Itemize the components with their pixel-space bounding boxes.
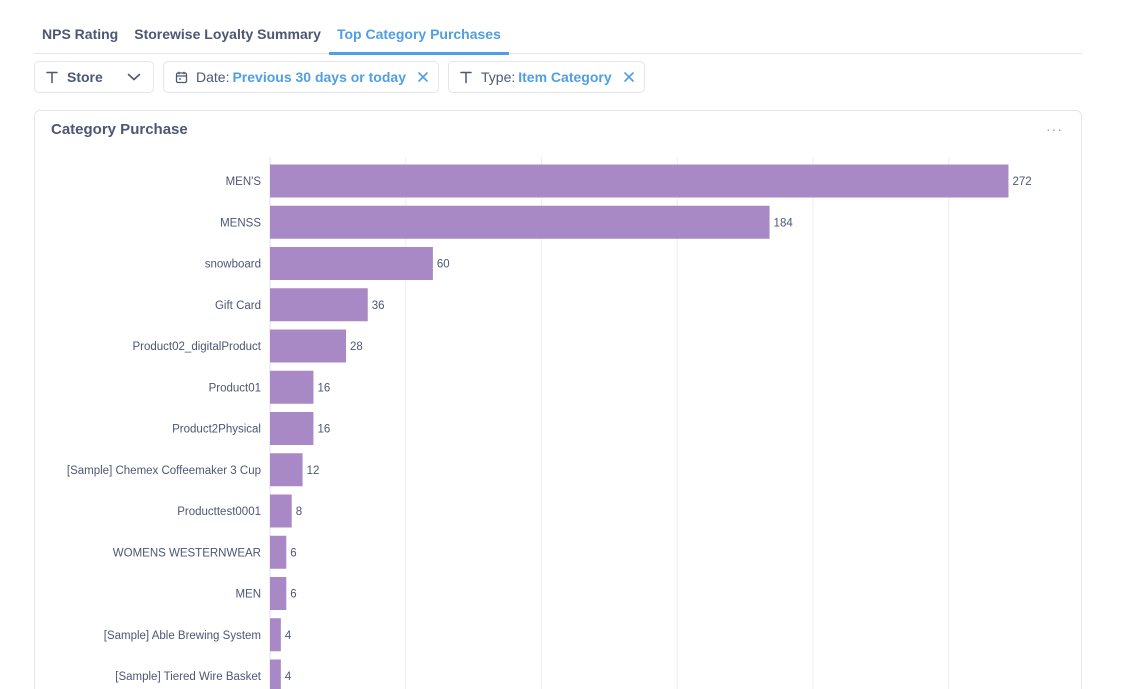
chart-data-label: 16: [317, 382, 330, 394]
type-filter-label: Type:: [481, 69, 516, 85]
chart-bar[interactable]: [270, 618, 281, 652]
chart-category-label: snowboard: [205, 259, 261, 271]
chart-category-label: WOMENS WESTERNWEAR: [113, 547, 261, 559]
chart-category-label: Gift Card: [215, 300, 261, 312]
tab-nps-rating[interactable]: NPS Rating: [42, 26, 119, 42]
chart-data-label: 60: [437, 259, 450, 271]
chart-bar[interactable]: [270, 577, 287, 610]
tab-storewise-loyalty-summary[interactable]: Storewise Loyalty Summary: [134, 26, 321, 42]
category-purchase-card: Category Purchase ··· MEN'S 272 MENSS 184 sn…: [34, 110, 1082, 689]
type-filter-value: Item Category: [518, 69, 612, 85]
chart-category-label: [Sample] Able Brewing System: [104, 630, 261, 642]
text-type-icon: [45, 70, 59, 84]
date-filter-label: Date:: [196, 69, 230, 85]
chart-bar[interactable]: [270, 164, 1009, 198]
store-filter[interactable]: Store: [34, 61, 154, 93]
category-purchase-chart: MEN'S 272 MENSS 184 snowboard 60 Gift Card 36 Pr…: [67, 157, 1032, 689]
chart-bar[interactable]: [270, 288, 368, 322]
chart-category-label: Product01: [209, 382, 261, 394]
close-icon[interactable]: [623, 72, 634, 82]
chart-bar[interactable]: [270, 535, 287, 569]
text-type-icon: [459, 70, 473, 84]
chart-category-label: Producttest0001: [177, 506, 261, 518]
chart-category-label: Product2Physical: [172, 424, 261, 436]
chart-bar[interactable]: [270, 412, 314, 445]
chart-data-label: 16: [317, 424, 330, 436]
chart-category-label: MENSS: [220, 217, 261, 229]
chart-category-label: MEN'S: [226, 176, 262, 188]
card-title: Category Purchase: [51, 121, 188, 138]
chart-data-label: 272: [1012, 176, 1031, 188]
chart-data-label: 4: [285, 671, 292, 683]
chart-bar[interactable]: [270, 494, 292, 528]
chart-data-label: 28: [350, 341, 363, 353]
date-filter[interactable]: Date: Previous 30 days or today: [163, 61, 439, 93]
chart-data-label: 6: [290, 547, 296, 559]
chart-data-label: 12: [307, 465, 320, 477]
chart-bar[interactable]: [270, 205, 770, 239]
dashboard-tabs: NPS Rating Storewise Loyalty Summary Top…: [34, 14, 1082, 55]
chart-category-label: [Sample] Tiered Wire Basket: [115, 671, 262, 683]
chart-data-label: 4: [285, 630, 292, 642]
chart-data-label: 184: [774, 217, 794, 229]
close-icon[interactable]: [418, 72, 428, 82]
date-filter-value: Previous 30 days or today: [232, 69, 406, 85]
type-filter[interactable]: Type: Item Category: [448, 61, 645, 93]
chart-data-label: 36: [372, 300, 385, 312]
chart-category-label: Product02_digitalProduct: [133, 341, 262, 353]
calendar-icon: [174, 70, 188, 84]
chevron-down-icon: [127, 72, 141, 82]
more-options-icon[interactable]: ···: [1046, 121, 1063, 137]
tab-top-category-purchases[interactable]: Top Category Purchases: [328, 14, 509, 55]
chart-bar[interactable]: [270, 453, 303, 487]
chart-category-label: MEN: [235, 589, 261, 601]
chart-data-label: 8: [296, 506, 302, 518]
store-filter-label: Store: [67, 69, 103, 85]
chart-bar[interactable]: [270, 247, 433, 280]
chart-bar[interactable]: [270, 370, 314, 404]
chart-data-label: 6: [290, 589, 296, 601]
chart-category-label: [Sample] Chemex Coffeemaker 3 Cup: [67, 465, 261, 477]
chart-bar[interactable]: [270, 659, 281, 689]
chart-bar[interactable]: [270, 329, 347, 363]
filter-bar: Store Date: Previous 30 days or today Ty…: [34, 61, 645, 93]
